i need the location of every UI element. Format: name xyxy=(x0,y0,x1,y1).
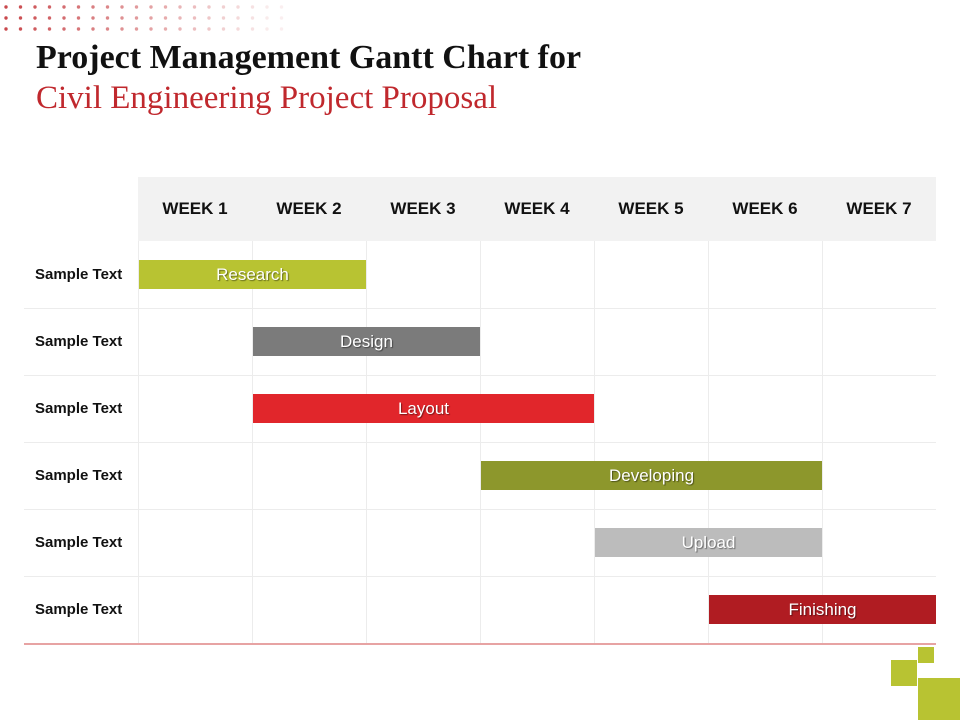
decorative-dot xyxy=(250,16,255,20)
decorative-dot xyxy=(105,16,110,20)
decorative-square-small xyxy=(918,647,934,663)
grid-row-line xyxy=(24,509,936,510)
decorative-dot xyxy=(18,5,23,9)
grid-row-line xyxy=(24,375,936,376)
week-header-3: WEEK 3 xyxy=(390,199,456,218)
decorative-dot xyxy=(236,27,240,31)
decorative-dot xyxy=(207,27,211,31)
task-bar-research: Research xyxy=(139,260,366,289)
decorative-dot xyxy=(178,5,182,9)
decorative-dot xyxy=(91,5,95,9)
decorative-dot xyxy=(221,27,226,31)
decorative-dot xyxy=(62,16,66,20)
task-bar-upload: Upload xyxy=(595,528,822,557)
title-block: Project Management Gantt Chart for Civil… xyxy=(36,38,916,118)
decorative-dot xyxy=(236,5,240,9)
decorative-dot xyxy=(192,27,197,31)
grid-row-line xyxy=(24,442,936,443)
decorative-dot xyxy=(134,27,139,31)
decorative-dot xyxy=(250,5,255,9)
row-label: Sample Text xyxy=(35,534,123,551)
decorative-dot xyxy=(149,16,153,20)
decorative-dot xyxy=(221,5,226,9)
decorative-dots xyxy=(4,5,284,31)
week-header-6: WEEK 6 xyxy=(732,199,798,218)
week-header-4: WEEK 4 xyxy=(504,199,570,218)
decorative-dot xyxy=(178,27,182,31)
week-header-7: WEEK 7 xyxy=(846,199,912,218)
decorative-square-large xyxy=(918,678,960,720)
decorative-dot xyxy=(207,16,211,20)
decorative-dot xyxy=(105,27,110,31)
decorative-dot xyxy=(149,5,153,9)
decorative-dot xyxy=(120,5,124,9)
decorative-dot xyxy=(33,16,37,20)
decorative-dot xyxy=(134,16,139,20)
decorative-dot xyxy=(250,27,255,31)
task-bar-finishing: Finishing xyxy=(709,595,936,624)
task-bar-design: Design xyxy=(253,327,480,356)
decorative-dot xyxy=(279,16,284,20)
decorative-dot xyxy=(18,16,23,20)
decorative-dot xyxy=(207,5,211,9)
decorative-dot xyxy=(149,27,153,31)
decorative-dot xyxy=(279,5,284,9)
decorative-dot xyxy=(18,27,23,31)
decorative-dot xyxy=(91,27,95,31)
gantt-bottom-rule xyxy=(24,643,936,645)
gantt-chart: WEEK 1 WEEK 2 WEEK 3 WEEK 4 WEEK 5 WEEK 6 WEEK… xyxy=(24,177,936,645)
decorative-dot xyxy=(192,5,197,9)
row-label: Sample Text xyxy=(35,333,123,350)
decorative-dot xyxy=(279,27,284,31)
decorative-dot xyxy=(163,5,168,9)
decorative-square-medium xyxy=(891,660,917,686)
decorative-dot xyxy=(4,27,8,31)
row-label: Sample Text xyxy=(35,467,123,484)
decorative-dot xyxy=(120,16,124,20)
task-bar-layout: Layout xyxy=(253,394,594,423)
week-header-5: WEEK 5 xyxy=(618,199,684,218)
row-label: Sample Text xyxy=(35,400,123,417)
decorative-dot xyxy=(221,16,226,20)
decorative-dot xyxy=(163,16,168,20)
grid-row-line xyxy=(24,308,936,309)
decorative-dot xyxy=(265,27,269,31)
decorative-dot xyxy=(76,16,81,20)
decorative-dot xyxy=(163,27,168,31)
decorative-dot xyxy=(236,16,240,20)
decorative-dot xyxy=(134,5,139,9)
decorative-dot xyxy=(120,27,124,31)
page-title: Project Management Gantt Chart for xyxy=(36,39,582,76)
decorative-dot xyxy=(62,27,66,31)
decorative-dot xyxy=(4,16,8,20)
gantt-header xyxy=(138,177,936,241)
decorative-dot xyxy=(265,5,269,9)
decorative-dot xyxy=(91,16,95,20)
decorative-dot xyxy=(192,16,197,20)
decorative-dot xyxy=(76,27,81,31)
decorative-dot xyxy=(33,5,37,9)
row-label: Sample Text xyxy=(35,601,123,618)
row-label: Sample Text xyxy=(35,266,123,283)
task-bar-developing: Developing xyxy=(481,461,822,490)
decorative-dot xyxy=(265,16,269,20)
decorative-dot xyxy=(47,5,52,9)
decorative-dot xyxy=(47,16,52,20)
decorative-dot xyxy=(4,5,8,9)
decorative-dot xyxy=(76,5,81,9)
decorative-dot xyxy=(47,27,52,31)
decorative-dot xyxy=(178,16,182,20)
decorative-dot xyxy=(62,5,66,9)
week-header-1: WEEK 1 xyxy=(162,199,228,218)
grid-row-line xyxy=(24,576,936,577)
decorative-dot xyxy=(33,27,37,31)
page-subtitle: Civil Engineering Project Proposal xyxy=(36,80,498,116)
decorative-dot xyxy=(105,5,110,9)
week-header-2: WEEK 2 xyxy=(276,199,342,218)
